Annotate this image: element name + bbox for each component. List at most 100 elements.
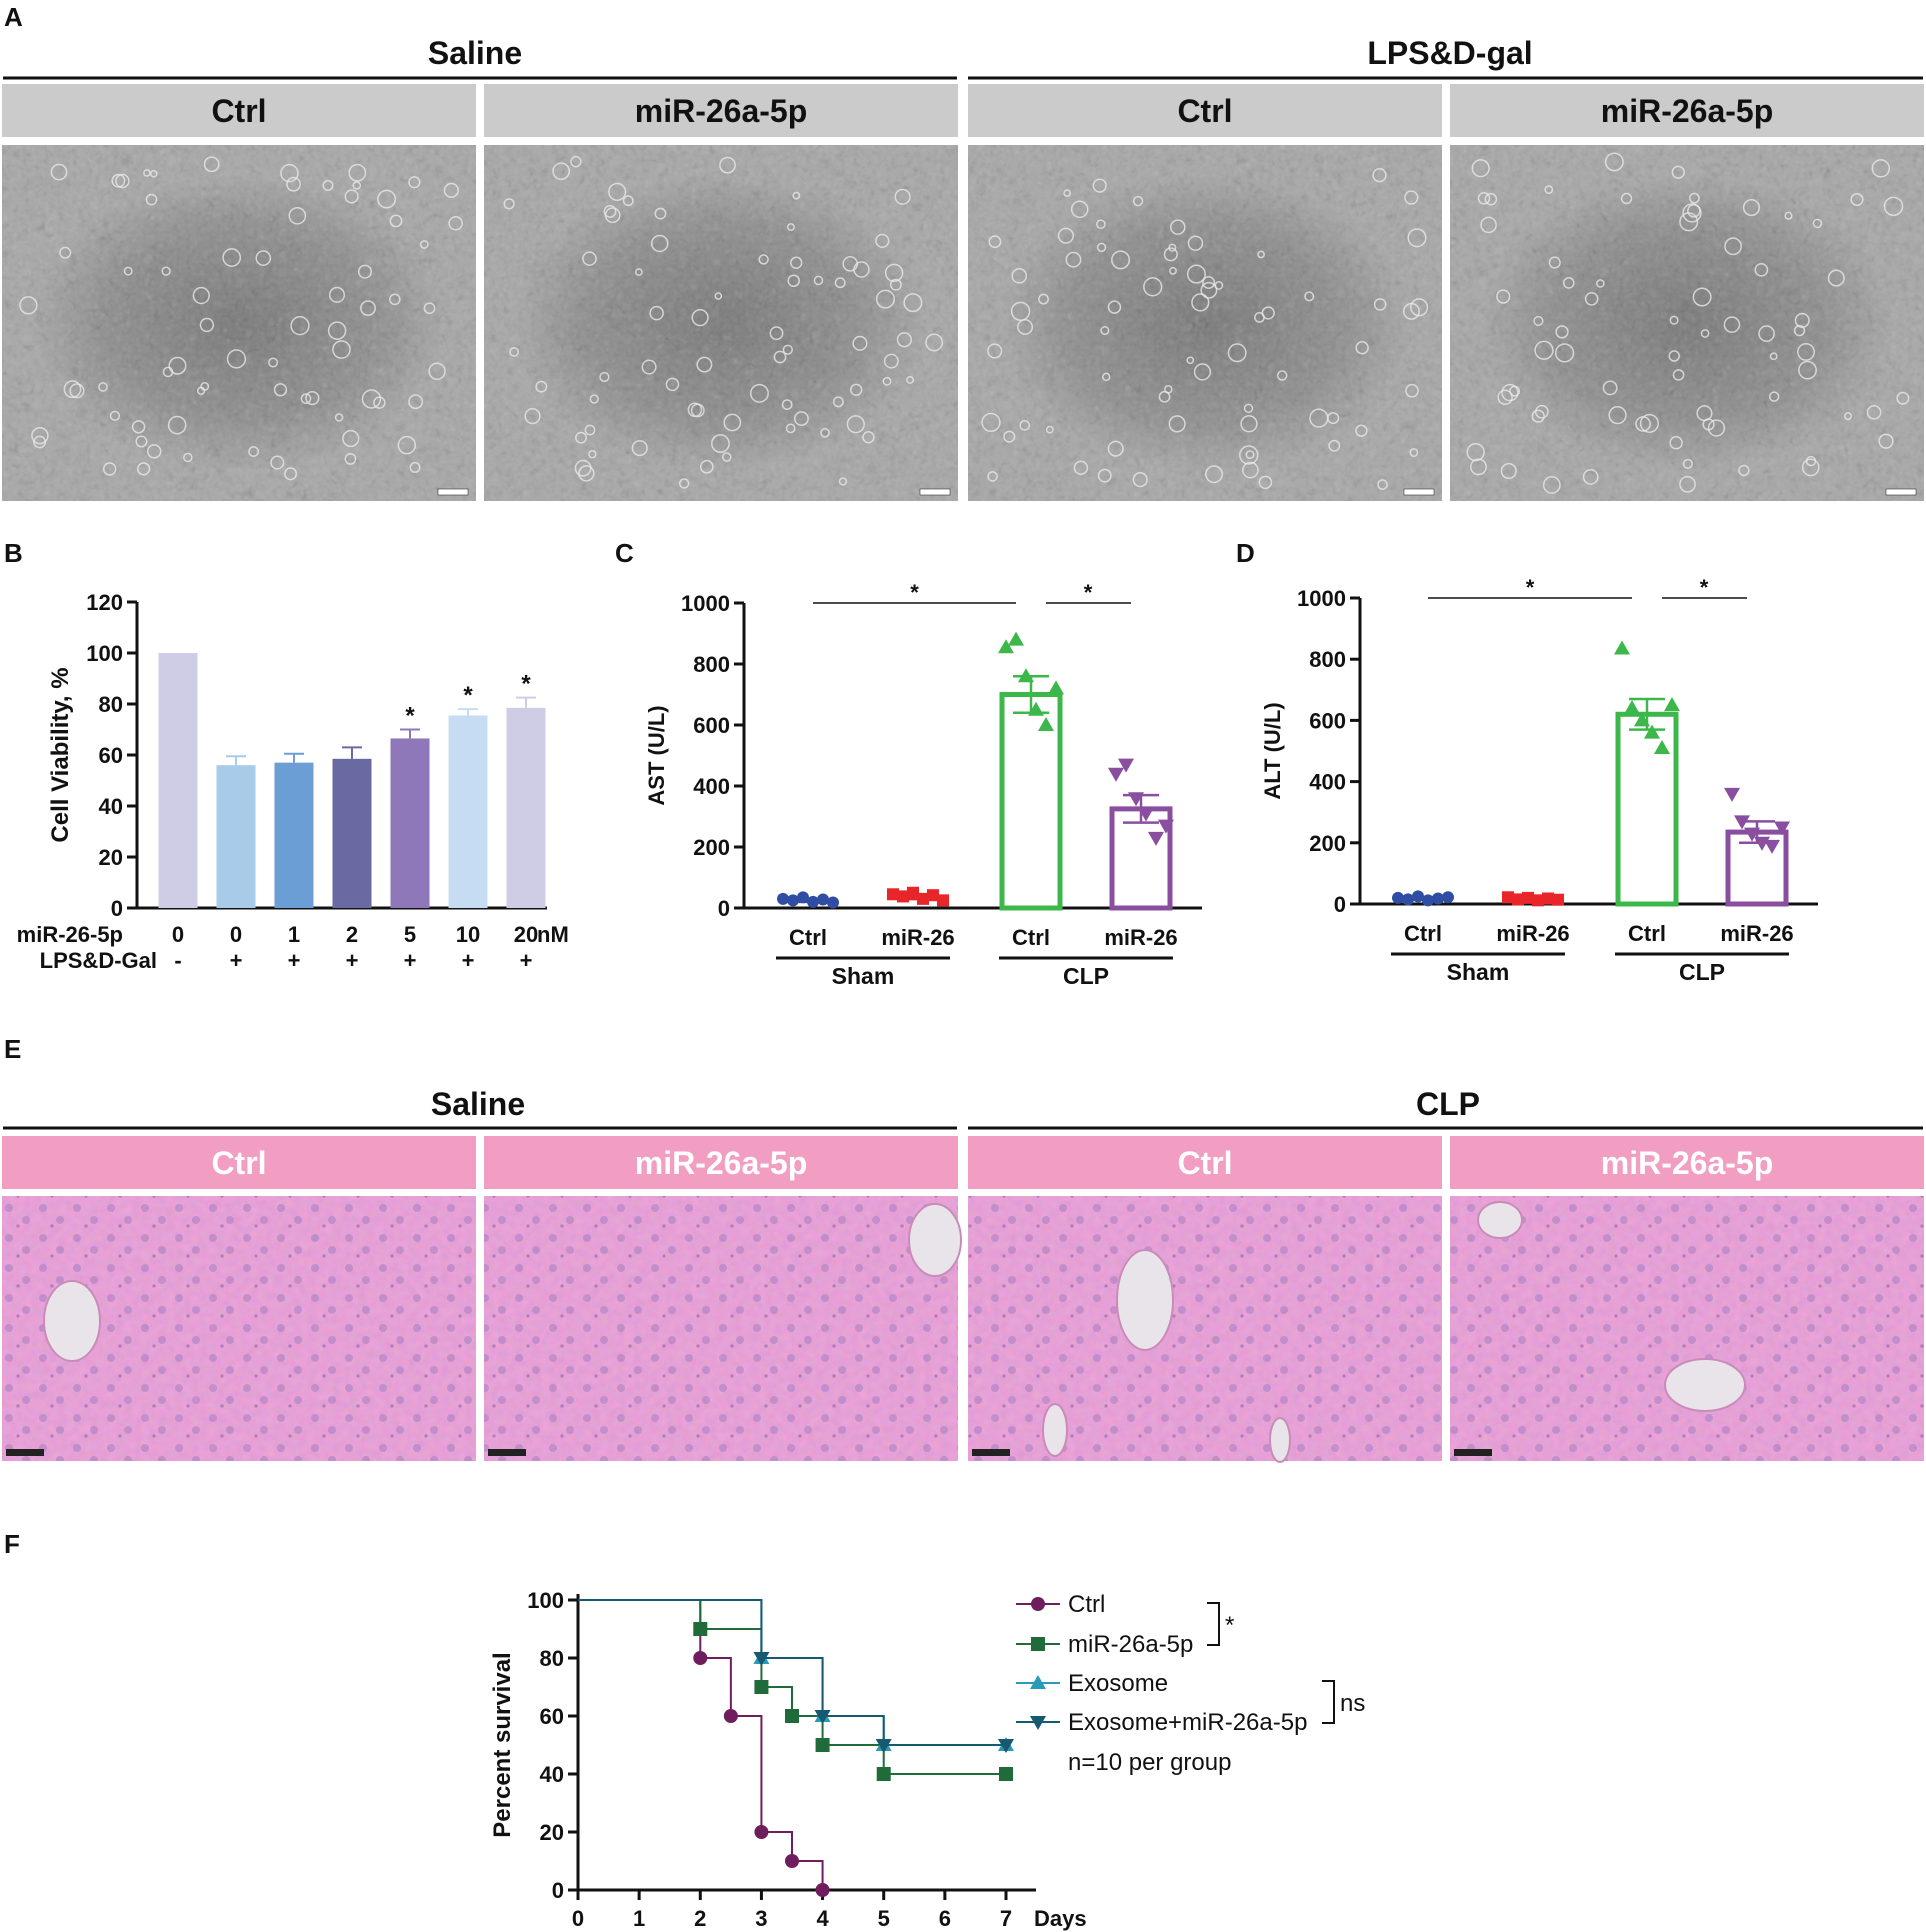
data-point (1644, 724, 1660, 739)
cell-mark (584, 424, 596, 436)
header-label-a-2: miR-26a-5p (635, 93, 808, 129)
cell-mark (131, 420, 146, 434)
cell-mark (1534, 404, 1549, 419)
cell-mark (98, 382, 108, 392)
category-label: 20 (514, 922, 538, 947)
vessel-lumen (1116, 1249, 1174, 1351)
header-label-e-1: Ctrl (211, 1145, 266, 1181)
cell-mark (1257, 250, 1265, 259)
cell-mark (1096, 219, 1106, 230)
cell-mark (248, 446, 260, 458)
survival-marker (875, 1739, 892, 1753)
header-label-a-1: Ctrl (211, 93, 266, 129)
cell-mark (162, 366, 174, 378)
cell-mark (1466, 442, 1485, 462)
cell-mark (1850, 192, 1864, 207)
lps-label: + (462, 948, 475, 973)
data-point (1108, 767, 1124, 782)
data-point (937, 894, 949, 907)
survival-marker (785, 1709, 799, 1723)
cell-mark (925, 333, 944, 352)
cell-mark (687, 402, 703, 418)
cell-mark (344, 189, 359, 204)
category-label: miR-26 (1496, 921, 1569, 946)
cell-mark (408, 394, 424, 410)
data-point (1018, 668, 1034, 683)
cell-mark (1309, 408, 1329, 428)
y-tick-label: 40 (540, 1762, 564, 1787)
comparison-label: * (1700, 575, 1709, 600)
cell-mark (649, 305, 664, 321)
header-label-e-4: miR-26a-5p (1601, 1145, 1774, 1181)
cell-mark (143, 169, 151, 177)
cell-mark (149, 170, 158, 178)
cell-mark (696, 356, 713, 373)
cell-mark (635, 268, 643, 277)
cell-mark (882, 376, 892, 386)
cell-mark (1245, 450, 1255, 460)
panel-c-ast-chart: C 0 200 400 600 800 1000 AST (U/L) Ctrl miR-26 Ct… (615, 538, 1202, 989)
cell-mark (1200, 281, 1218, 299)
cell-mark (255, 250, 272, 266)
cell-mark (1057, 227, 1074, 244)
category-label: miR-26 (1104, 925, 1177, 950)
cell-mark (1542, 476, 1561, 494)
y-axis-title: AST (U/L) (644, 705, 669, 805)
cell-mark (1692, 287, 1712, 307)
cell-mark (1010, 301, 1031, 322)
x-tick-label: 1 (633, 1906, 645, 1931)
cell-mark (813, 275, 824, 286)
cell-mark (719, 156, 736, 174)
cell-mark (19, 296, 38, 315)
survival-marker (754, 1680, 769, 1694)
data-point (1148, 831, 1164, 846)
y-tick-label: 200 (693, 835, 730, 860)
cell-mark (1496, 289, 1511, 304)
data-point (1542, 892, 1554, 905)
cell-mark (1205, 465, 1223, 484)
image-grain (1450, 145, 1924, 501)
cell-mark (167, 415, 187, 435)
cell-mark (1011, 268, 1028, 284)
cell-mark (448, 215, 463, 231)
cell-mark (1672, 369, 1685, 381)
y-tick-label: 40 (99, 794, 123, 819)
cell-mark (1827, 269, 1845, 287)
bar (506, 707, 546, 908)
cell-mark (1533, 315, 1544, 327)
cell-mark (1602, 380, 1618, 396)
survival-curve-3 (578, 1599, 1006, 1746)
data-point (777, 892, 789, 905)
cell-mark (1801, 458, 1820, 477)
panel-label-a: A (4, 2, 23, 32)
cell-mark (608, 182, 627, 202)
data-point (1512, 893, 1524, 906)
cell-mark (1554, 343, 1575, 363)
cell-mark (183, 452, 193, 463)
legend-note: n=10 per group (1068, 1749, 1231, 1776)
y-tick-label: 600 (1309, 708, 1346, 733)
cell-mark (1682, 458, 1693, 469)
row-label-lps: LPS&D-Gal (40, 948, 157, 973)
cell-mark (1500, 462, 1517, 480)
cell-mark (389, 293, 401, 306)
header-label-a-3: Ctrl (1177, 93, 1232, 129)
cell-mark (1186, 264, 1206, 284)
y-tick-label: 0 (1334, 892, 1346, 917)
cell-mark (1191, 293, 1210, 312)
survival-marker (1030, 1675, 1046, 1689)
category-label: Ctrl (1628, 921, 1666, 946)
cell-mark (1604, 152, 1624, 172)
y-tick-label: 80 (99, 692, 123, 717)
category-label: 10 (456, 922, 480, 947)
cell-mark (786, 223, 795, 232)
cell-mark (678, 478, 690, 489)
cell-mark (792, 191, 801, 200)
cell-mark (1243, 403, 1254, 414)
cell-mark (1723, 316, 1741, 333)
cell-mark (714, 292, 723, 300)
lps-label: + (404, 948, 417, 973)
cell-mark (1798, 360, 1817, 380)
data-point (1744, 827, 1760, 842)
data-point (927, 889, 939, 902)
